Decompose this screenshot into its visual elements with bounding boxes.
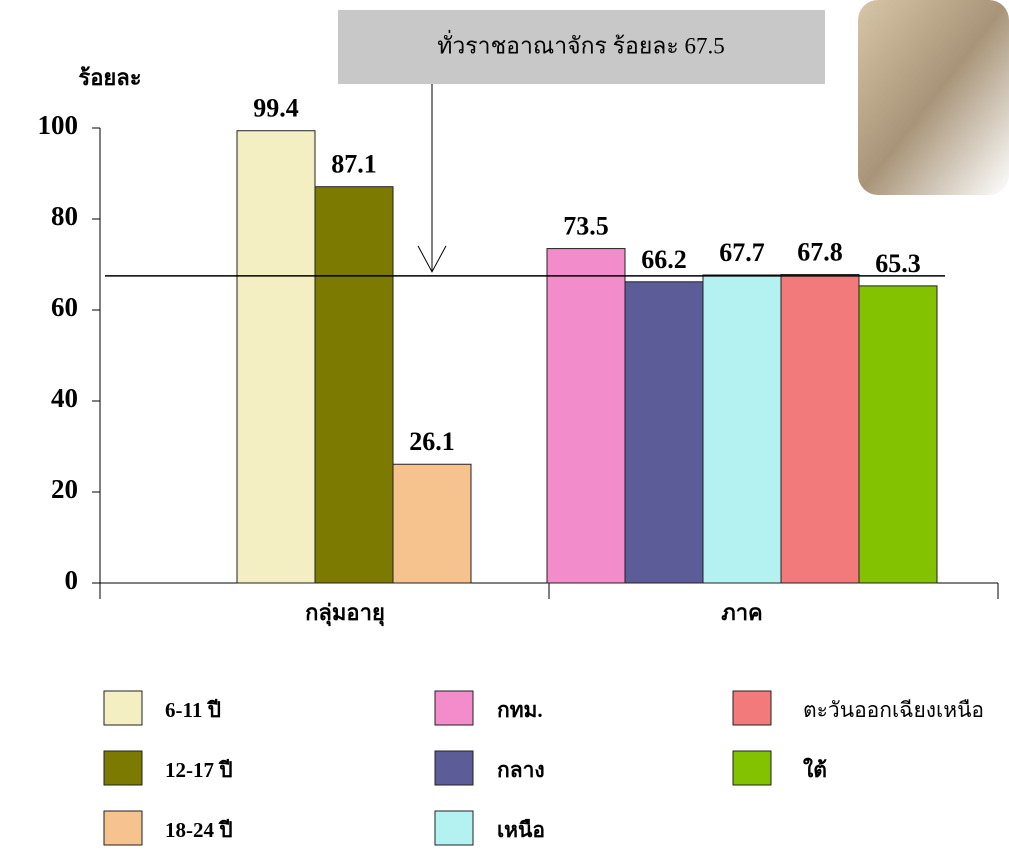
value-label: 73.5 <box>563 212 609 241</box>
legend-swatch <box>103 750 143 786</box>
legend-swatch <box>103 810 143 846</box>
y-tick-label: 20 <box>51 474 78 504</box>
bar <box>780 274 860 584</box>
y-tick-label: 100 <box>38 110 79 140</box>
legend-label: 12-17 ปี <box>165 758 233 782</box>
value-label: 99.4 <box>253 94 299 123</box>
value-label: 67.7 <box>719 238 765 267</box>
legend-swatch <box>434 810 474 846</box>
bar <box>314 186 394 584</box>
bar <box>702 274 782 584</box>
value-label: 66.2 <box>641 245 687 274</box>
bar <box>624 281 704 584</box>
legend-label: ใต้ <box>803 757 827 782</box>
bar <box>392 463 472 584</box>
legend-label: กทม. <box>497 698 543 722</box>
y-axis-label: ร้อยละ <box>78 65 141 90</box>
bar <box>546 248 626 584</box>
x-tick-label: ภาค <box>721 600 763 625</box>
legend-swatch <box>732 690 772 726</box>
value-label: 87.1 <box>331 150 377 179</box>
x-tick-label: กลุ่มอายุ <box>305 600 385 627</box>
bar <box>236 130 316 584</box>
legend-label: กลาง <box>497 758 545 782</box>
y-tick-label: 40 <box>51 383 78 413</box>
value-label: 65.3 <box>875 249 921 278</box>
legend-swatch <box>732 750 772 786</box>
y-tick-label: 60 <box>51 292 78 322</box>
annotation-box <box>338 10 825 84</box>
legend-label: 6-11 ปี <box>165 698 221 722</box>
reference-label: ทั่วราชอาณาจักร ร้อยละ 67.5 <box>437 29 725 58</box>
arrow-head <box>417 245 447 273</box>
value-label: 26.1 <box>409 427 455 456</box>
legend-swatch <box>434 690 474 726</box>
legend-label: ตะวันออกเฉียงเหนือ <box>803 698 984 722</box>
y-tick-label: 80 <box>51 201 78 231</box>
bar <box>858 285 938 584</box>
y-tick-label: 0 <box>65 565 79 595</box>
value-label: 67.8 <box>797 237 843 266</box>
photo <box>858 0 1009 195</box>
legend-label: 18-24 ปี <box>165 818 233 842</box>
legend-swatch <box>434 750 474 786</box>
legend-swatch <box>103 690 143 726</box>
legend-label: เหนือ <box>497 818 545 842</box>
